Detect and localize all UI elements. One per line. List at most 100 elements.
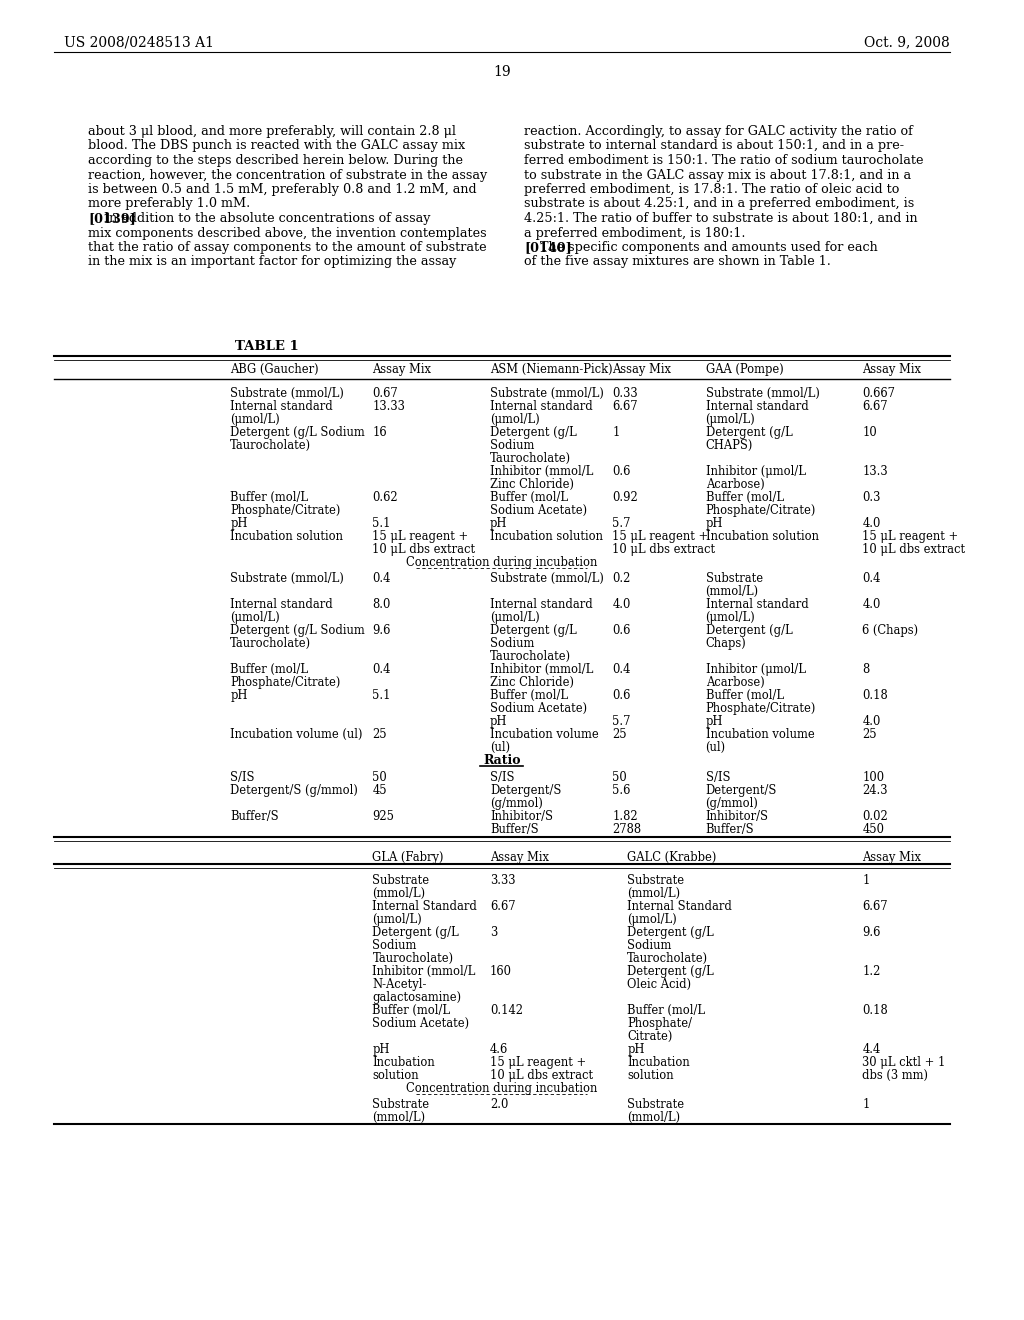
Text: Assay Mix: Assay Mix: [612, 363, 672, 376]
Text: Detergent (g/L: Detergent (g/L: [373, 927, 459, 939]
Text: more preferably 1.0 mM.: more preferably 1.0 mM.: [88, 198, 251, 210]
Text: 0.92: 0.92: [612, 491, 638, 504]
Text: 0.3: 0.3: [862, 491, 881, 504]
Text: 9.6: 9.6: [862, 927, 881, 939]
Text: Internal standard: Internal standard: [706, 598, 808, 611]
Text: 6.67: 6.67: [862, 900, 888, 913]
Text: preferred embodiment, is 17.8:1. The ratio of oleic acid to: preferred embodiment, is 17.8:1. The rat…: [524, 183, 900, 195]
Text: reaction. Accordingly, to assay for GALC activity the ratio of: reaction. Accordingly, to assay for GALC…: [524, 125, 913, 139]
Text: 0.667: 0.667: [862, 387, 895, 400]
Text: 15 μL reagent +: 15 μL reagent +: [373, 531, 469, 543]
Text: Taurocholate): Taurocholate): [230, 440, 311, 451]
Text: Internal standard: Internal standard: [489, 598, 593, 611]
Text: (mmol/L): (mmol/L): [627, 1111, 680, 1125]
Text: Taurocholate): Taurocholate): [230, 638, 311, 649]
Text: 6.67: 6.67: [862, 400, 888, 413]
Text: Buffer (mol/L: Buffer (mol/L: [373, 1005, 451, 1016]
Text: 15 μL reagent +: 15 μL reagent +: [862, 531, 958, 543]
Text: Sodium Acetate): Sodium Acetate): [489, 702, 587, 715]
Text: pH: pH: [230, 517, 248, 531]
Text: 3: 3: [489, 927, 498, 939]
Text: to substrate in the GALC assay mix is about 17.8:1, and in a: to substrate in the GALC assay mix is ab…: [524, 169, 911, 181]
Text: (μmol/L): (μmol/L): [230, 611, 280, 624]
Text: Concentration during incubation: Concentration during incubation: [407, 1082, 597, 1096]
Text: 10 μL dbs extract: 10 μL dbs extract: [612, 543, 716, 556]
Text: substrate is about 4.25:1, and in a preferred embodiment, is: substrate is about 4.25:1, and in a pref…: [524, 198, 914, 210]
Text: Substrate: Substrate: [627, 874, 684, 887]
Text: Incubation solution: Incubation solution: [230, 531, 343, 543]
Text: pH: pH: [489, 517, 508, 531]
Text: 4.0: 4.0: [862, 517, 881, 531]
Text: 9.6: 9.6: [373, 624, 391, 638]
Text: Taurocholate): Taurocholate): [373, 952, 454, 965]
Text: 0.4: 0.4: [612, 663, 631, 676]
Text: Internal Standard: Internal Standard: [627, 900, 732, 913]
Text: (μmol/L): (μmol/L): [230, 413, 280, 426]
Text: 2.0: 2.0: [489, 1098, 508, 1111]
Text: 13.33: 13.33: [373, 400, 406, 413]
Text: The specific components and amounts used for each: The specific components and amounts used…: [524, 242, 878, 253]
Text: in the mix is an important factor for optimizing the assay: in the mix is an important factor for op…: [88, 256, 457, 268]
Text: Incubation volume (ul): Incubation volume (ul): [230, 729, 362, 741]
Text: (μmol/L): (μmol/L): [627, 913, 677, 927]
Text: (μmol/L): (μmol/L): [489, 611, 540, 624]
Text: Detergent (g/L Sodium: Detergent (g/L Sodium: [230, 426, 365, 440]
Text: Sodium Acetate): Sodium Acetate): [489, 504, 587, 517]
Text: 50: 50: [373, 771, 387, 784]
Text: ferred embodiment is 150:1. The ratio of sodium taurocholate: ferred embodiment is 150:1. The ratio of…: [524, 154, 924, 168]
Text: Acarbose): Acarbose): [706, 676, 764, 689]
Text: Detergent (g/L: Detergent (g/L: [706, 426, 793, 440]
Text: dbs (3 mm): dbs (3 mm): [862, 1069, 929, 1082]
Text: 16: 16: [373, 426, 387, 440]
Text: 100: 100: [862, 771, 885, 784]
Text: 25: 25: [612, 729, 627, 741]
Text: 0.4: 0.4: [373, 663, 391, 676]
Text: Phosphate/Citrate): Phosphate/Citrate): [706, 702, 816, 715]
Text: 0.67: 0.67: [373, 387, 398, 400]
Text: pH: pH: [230, 689, 248, 702]
Text: 4.4: 4.4: [862, 1043, 881, 1056]
Text: Ratio: Ratio: [483, 754, 520, 767]
Text: Inhibitor (mmol/L: Inhibitor (mmol/L: [489, 465, 593, 478]
Text: Concentration during incubation: Concentration during incubation: [407, 556, 597, 569]
Text: Internal standard: Internal standard: [489, 400, 593, 413]
Text: Oct. 9, 2008: Oct. 9, 2008: [864, 36, 949, 49]
Text: Inhibitor/S: Inhibitor/S: [706, 810, 769, 822]
Text: Internal standard: Internal standard: [230, 598, 333, 611]
Text: Substrate (mmol/L): Substrate (mmol/L): [230, 387, 344, 400]
Text: (ul): (ul): [489, 741, 510, 754]
Text: Internal standard: Internal standard: [706, 400, 808, 413]
Text: 25: 25: [862, 729, 877, 741]
Text: Detergent (g/L: Detergent (g/L: [627, 965, 714, 978]
Text: 0.142: 0.142: [489, 1005, 523, 1016]
Text: 1.2: 1.2: [862, 965, 881, 978]
Text: solution: solution: [373, 1069, 419, 1082]
Text: Detergent (g/L: Detergent (g/L: [489, 624, 577, 638]
Text: Phosphate/: Phosphate/: [627, 1016, 692, 1030]
Text: Taurocholate): Taurocholate): [489, 451, 571, 465]
Text: 4.25:1. The ratio of buffer to substrate is about 180:1, and in: 4.25:1. The ratio of buffer to substrate…: [524, 213, 918, 224]
Text: mix components described above, the invention contemplates: mix components described above, the inve…: [88, 227, 486, 239]
Text: Buffer (mol/L: Buffer (mol/L: [489, 689, 568, 702]
Text: 1.82: 1.82: [612, 810, 638, 822]
Text: 10 μL dbs extract: 10 μL dbs extract: [862, 543, 966, 556]
Text: Buffer (mol/L: Buffer (mol/L: [706, 689, 783, 702]
Text: 0.2: 0.2: [612, 572, 631, 585]
Text: Buffer (mol/L: Buffer (mol/L: [230, 663, 308, 676]
Text: GLA (Fabry): GLA (Fabry): [373, 851, 443, 865]
Text: Internal standard: Internal standard: [230, 400, 333, 413]
Text: 0.18: 0.18: [862, 689, 888, 702]
Text: S/IS: S/IS: [706, 771, 730, 784]
Text: Buffer (mol/L: Buffer (mol/L: [706, 491, 783, 504]
Text: pH: pH: [706, 517, 723, 531]
Text: (ul): (ul): [706, 741, 726, 754]
Text: Substrate: Substrate: [373, 874, 429, 887]
Text: S/IS: S/IS: [230, 771, 255, 784]
Text: 8: 8: [862, 663, 869, 676]
Text: substrate to internal standard is about 150:1, and in a pre-: substrate to internal standard is about …: [524, 140, 904, 153]
Text: 0.6: 0.6: [612, 624, 631, 638]
Text: Buffer (mol/L: Buffer (mol/L: [627, 1005, 706, 1016]
Text: Buffer (mol/L: Buffer (mol/L: [230, 491, 308, 504]
Text: Sodium Acetate): Sodium Acetate): [373, 1016, 470, 1030]
Text: pH: pH: [373, 1043, 390, 1056]
